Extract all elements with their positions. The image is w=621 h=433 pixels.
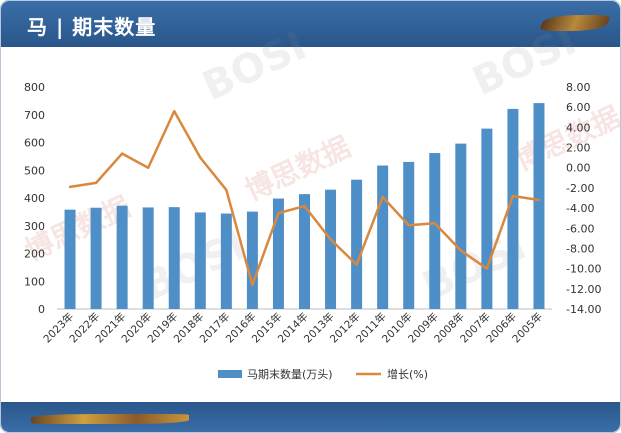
left-axis-tick-label: 700	[24, 109, 45, 122]
bar	[533, 103, 545, 309]
right-axis-tick-label: -2.00	[566, 182, 594, 195]
bar	[455, 143, 467, 309]
right-axis-tick-label: -8.00	[566, 242, 594, 255]
right-axis-tick-label: -10.00	[566, 263, 601, 276]
right-axis-tick-label: 6.00	[566, 101, 591, 114]
line-point	[225, 188, 228, 192]
bar	[168, 207, 180, 309]
chart-title: 马 | 期末数量	[27, 15, 157, 39]
line-point	[251, 283, 254, 286]
decorative-brush-stroke-icon	[31, 414, 189, 424]
left-axis-tick-label: 0	[38, 303, 45, 316]
left-axis-tick-label: 100	[24, 275, 45, 288]
line-point	[277, 211, 280, 215]
right-axis-tick-label: 0.00	[566, 162, 591, 175]
bar	[246, 211, 258, 309]
line-point	[485, 267, 489, 270]
footer-bar	[1, 402, 620, 432]
bar-series	[64, 103, 545, 309]
right-axis-tick-label: -4.00	[566, 202, 594, 215]
chart-area: BOSI BOSI BOSI BOSI 博思数据 博思数据 博思数据 0 100 2…	[20, 18, 620, 381]
watermark-logo: 博思数据	[510, 100, 620, 177]
line-point	[433, 222, 436, 225]
line-point	[173, 110, 176, 113]
legend-bar-label: 马期末数量(万头)	[247, 367, 333, 381]
line-point	[303, 204, 306, 208]
left-axis-tick-label: 600	[24, 137, 45, 150]
bar	[194, 212, 206, 309]
bar	[220, 213, 232, 309]
left-axis-tick-label: 300	[24, 220, 45, 233]
left-axis-tick-label: 200	[24, 248, 45, 261]
bar	[325, 189, 337, 309]
left-axis-tick-label: 800	[24, 81, 45, 94]
line-point	[407, 224, 410, 227]
right-axis-tick-label: -6.00	[566, 222, 594, 235]
right-axis-tick-label: -14.00	[566, 303, 601, 316]
bar	[507, 108, 519, 309]
watermark-layer: BOSI BOSI BOSI BOSI 博思数据 博思数据 博思数据	[20, 18, 620, 310]
bar	[299, 194, 310, 309]
line-point	[537, 198, 541, 202]
bar	[90, 207, 102, 309]
legend: 马期末数量(万头) 增长(%)	[218, 367, 428, 381]
bar	[481, 128, 493, 309]
title-bar: 马 | 期末数量	[1, 1, 620, 47]
line-point	[68, 185, 72, 189]
line-point	[381, 195, 384, 199]
bar	[403, 161, 415, 309]
bar	[64, 209, 76, 309]
bar	[142, 207, 154, 309]
line-point	[355, 263, 358, 266]
bar	[351, 179, 363, 309]
line-point	[94, 181, 98, 185]
watermark-logo: BOSI	[196, 23, 313, 110]
right-axis-tick-label: 2.00	[566, 142, 591, 155]
left-axis-tick-label: 400	[24, 192, 45, 205]
line-point	[459, 249, 463, 252]
line-point	[199, 156, 202, 159]
line-point	[120, 152, 124, 155]
left-axis-tick-label: 500	[24, 164, 45, 177]
legend-line-label: 增长(%)	[387, 367, 428, 381]
right-axis-tick-label: 4.00	[566, 121, 591, 134]
right-axis-tick-label: 8.00	[566, 81, 591, 94]
bar	[377, 165, 389, 309]
x-axis-labels: 2023年2022年2021年2020年2019年2018年2017年2016年…	[41, 310, 545, 346]
bar	[116, 205, 128, 309]
bar	[272, 198, 284, 309]
line-point	[146, 166, 150, 169]
line-point	[511, 194, 515, 198]
legend-bar-swatch	[218, 370, 242, 378]
right-axis: 8.00 6.00 4.00 2.00 0.00 -2.00 -4.00 -6.00 -8.00…	[566, 81, 601, 316]
right-axis-tick-label: -12.00	[566, 283, 601, 296]
line-series	[68, 109, 541, 287]
line-point	[329, 238, 332, 241]
bar	[429, 153, 441, 309]
watermark-logo: 博思数据	[240, 130, 355, 207]
left-axis: 0 100 200 300 400 500 600 700 800	[24, 81, 552, 316]
